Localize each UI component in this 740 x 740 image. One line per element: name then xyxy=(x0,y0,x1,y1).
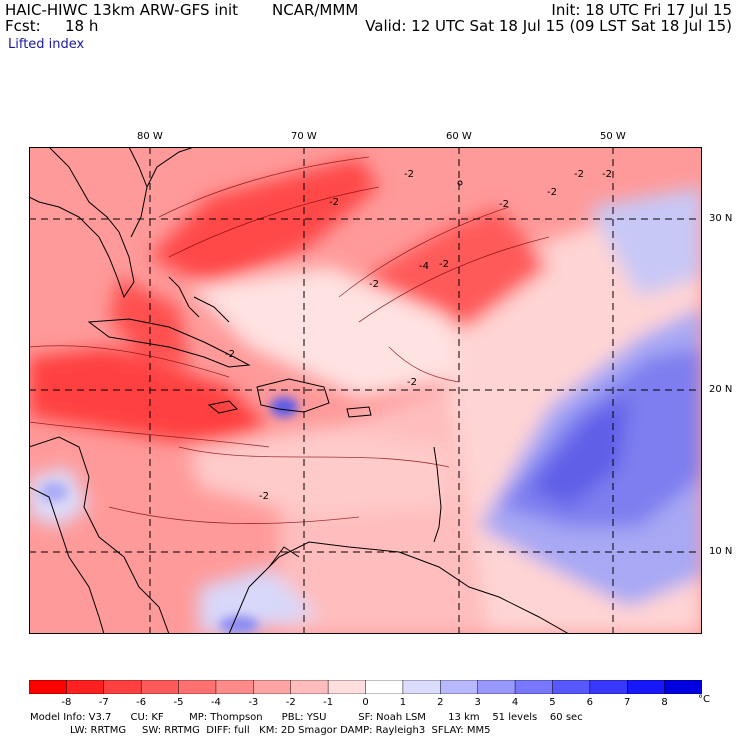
colorbar-tick-label: -2 xyxy=(285,697,296,708)
contour-label: -2 xyxy=(329,197,339,208)
lon-label-70w: 70 W xyxy=(291,131,317,142)
contour-label: -2 xyxy=(574,169,584,180)
colorbar-tick-label: -7 xyxy=(98,697,109,708)
colorbar-swatch xyxy=(589,680,628,694)
colorbar-tick-label: -5 xyxy=(173,697,184,708)
colorbar-tick-label: 8 xyxy=(661,697,668,708)
colorbar-tick-label: 6 xyxy=(586,697,594,708)
colorbar-tick-label: -4 xyxy=(210,697,221,708)
coastlines xyxy=(29,147,570,634)
colorbar-swatch xyxy=(103,680,142,694)
colorbar-swatch xyxy=(253,680,292,694)
colorbar-tick-label: 7 xyxy=(624,697,631,708)
forecast-hour: 18 h xyxy=(65,17,99,35)
contour-label: -2 xyxy=(602,169,612,180)
contour-label: -2 xyxy=(499,199,509,210)
contour-label: -2 xyxy=(225,349,235,360)
lat-label-30n: 30 N xyxy=(709,213,733,224)
field-detail xyxy=(40,397,298,634)
colorbar-swatch xyxy=(365,680,404,694)
colorbar-swatch xyxy=(290,680,329,694)
colorbar xyxy=(29,680,702,694)
model-title: HAIC-HIWC 13km ARW-GFS init xyxy=(5,1,239,19)
colorbar-tick-label: -3 xyxy=(248,697,259,708)
contour-label: -2 xyxy=(369,279,379,290)
contour-lines xyxy=(29,156,550,524)
lifted-index-map: -2 -2 -2 -2 -2 -2 -2 -2 -4 -2 -2 -2 xyxy=(29,147,702,634)
contour-label: -2 xyxy=(407,377,417,388)
model-info-line1: Model Info: V3.7 CU: KF MP: Thompson PBL… xyxy=(30,712,583,723)
colorbar-swatch xyxy=(140,680,180,694)
forecast-label: Fcst: xyxy=(5,17,41,35)
colorbar-tick-label: 3 xyxy=(474,697,481,708)
map-border xyxy=(29,147,702,634)
valid-time: Valid: 12 UTC Sat 18 Jul 15 (09 LST Sat … xyxy=(365,17,732,35)
colorbar-swatch xyxy=(327,680,367,694)
lat-label-10n: 10 N xyxy=(709,546,733,557)
colorbar-swatch xyxy=(440,680,479,694)
colorbar-swatch xyxy=(29,680,68,694)
colorbar-tick-label: 2 xyxy=(437,697,444,708)
colorbar-tick-label: -1 xyxy=(323,697,334,708)
colorbar-swatch xyxy=(552,680,591,694)
colorbar-tick-label: -6 xyxy=(136,697,147,708)
model-info-line2: LW: RRTMG SW: RRTMG DIFF: full KM: 2D Sm… xyxy=(70,725,491,736)
contour-value-labels: -2 -2 -2 -2 -2 -2 -2 -2 -4 -2 -2 -2 xyxy=(225,169,612,502)
colorbar-tick-label: 5 xyxy=(549,697,556,708)
colorbar-swatch xyxy=(514,680,554,694)
colorbar-tick-label: 1 xyxy=(399,697,407,708)
colorbar-unit: °C xyxy=(698,694,710,705)
colorbar-swatch xyxy=(66,680,105,694)
center-label: NCAR/MMM xyxy=(272,1,359,19)
colorbar-tick-label: 4 xyxy=(511,697,519,708)
colorbar-tick-label: -8 xyxy=(61,697,72,708)
colorbar-swatch xyxy=(178,680,217,694)
contour-label: -2 xyxy=(259,491,269,502)
contour-label: -2 xyxy=(439,259,449,270)
contour-label: -2 xyxy=(404,169,414,180)
colorbar-swatch xyxy=(402,680,442,694)
lon-label-80w: 80 W xyxy=(137,131,163,142)
lon-label-60w: 60 W xyxy=(446,131,472,142)
colorbar-swatch xyxy=(626,680,666,694)
graticule xyxy=(29,147,702,634)
init-time: Init: 18 UTC Fri 17 Jul 15 xyxy=(551,1,732,19)
field-name: Lifted index xyxy=(8,37,85,52)
contour-label: -2 xyxy=(547,187,557,198)
colorbar-swatch xyxy=(215,680,255,694)
colorbar-swatch xyxy=(477,680,516,694)
contour-label: -4 xyxy=(419,261,429,272)
colorbar-swatch xyxy=(664,680,702,694)
lat-label-20n: 20 N xyxy=(709,384,733,395)
lon-label-50w: 50 W xyxy=(600,131,626,142)
colorbar-tick-label: 0 xyxy=(362,697,369,708)
